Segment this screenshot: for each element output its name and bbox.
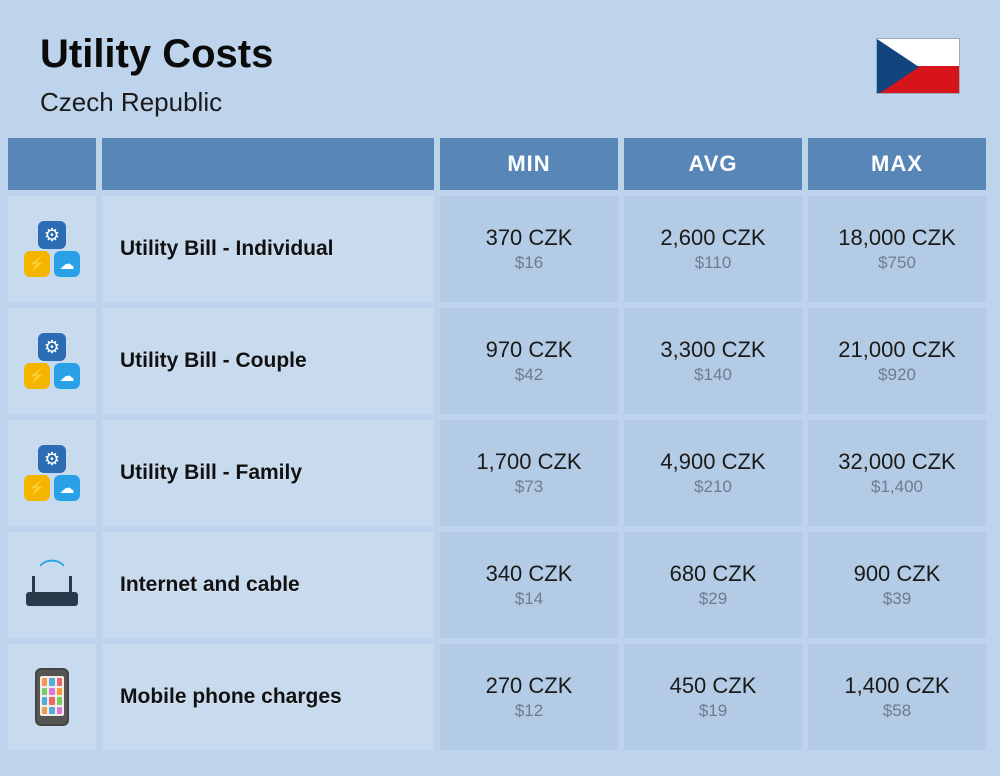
min-czk: 270 CZK: [486, 673, 573, 699]
page-subtitle: Czech Republic: [40, 87, 273, 118]
avg-czk: 4,900 CZK: [660, 449, 765, 475]
header-icon-cell: [8, 138, 96, 190]
table-row: Mobile phone charges270 CZK$12450 CZK$19…: [8, 644, 992, 750]
max-usd: $58: [883, 701, 911, 721]
max-usd: $920: [878, 365, 916, 385]
min-czk: 370 CZK: [486, 225, 573, 251]
row-label-cell: Utility Bill - Family: [102, 420, 434, 526]
table-row: Utility Bill - Individual370 CZK$162,600…: [8, 196, 992, 302]
row-label-cell: Internet and cable: [102, 532, 434, 638]
row-icon-cell: [8, 420, 96, 526]
min-usd: $16: [515, 253, 543, 273]
row-min-cell: 1,700 CZK$73: [440, 420, 618, 526]
row-label-cell: Mobile phone charges: [102, 644, 434, 750]
row-label: Utility Bill - Individual: [120, 237, 334, 261]
page-title: Utility Costs: [40, 32, 273, 77]
router-icon: ⌒: [22, 560, 82, 610]
row-max-cell: 1,400 CZK$58: [808, 644, 986, 750]
header-text: Utility Costs Czech Republic: [40, 32, 273, 118]
row-avg-cell: 3,300 CZK$140: [624, 308, 802, 414]
row-max-cell: 21,000 CZK$920: [808, 308, 986, 414]
row-label: Internet and cable: [120, 573, 300, 597]
utility-icon: [24, 221, 80, 277]
row-max-cell: 900 CZK$39: [808, 532, 986, 638]
row-label: Utility Bill - Couple: [120, 349, 307, 373]
avg-czk: 450 CZK: [670, 673, 757, 699]
cost-table: MIN AVG MAX Utility Bill - Individual 370…: [0, 138, 1000, 764]
row-min-cell: 370 CZK$16: [440, 196, 618, 302]
table-header-row: MIN AVG MAX: [8, 138, 992, 190]
utility-icon: [24, 333, 80, 389]
row-label: Utility Bill - Family: [120, 461, 302, 485]
avg-usd: $110: [695, 253, 732, 273]
min-usd: $73: [515, 477, 543, 497]
row-min-cell: 970 CZK$42: [440, 308, 618, 414]
min-usd: $14: [515, 589, 543, 609]
row-min-cell: 270 CZK$12: [440, 644, 618, 750]
max-usd: $750: [878, 253, 916, 273]
czech-flag-icon: [876, 38, 960, 94]
avg-usd: $19: [699, 701, 727, 721]
min-czk: 1,700 CZK: [476, 449, 581, 475]
avg-usd: $140: [694, 365, 732, 385]
utility-icon: [24, 445, 80, 501]
max-czk: 21,000 CZK: [838, 337, 955, 363]
avg-czk: 3,300 CZK: [660, 337, 765, 363]
avg-czk: 2,600 CZK: [660, 225, 765, 251]
table-row: ⌒Internet and cable340 CZK$14680 CZK$299…: [8, 532, 992, 638]
row-icon-cell: ⌒: [8, 532, 96, 638]
row-icon-cell: [8, 644, 96, 750]
row-avg-cell: 450 CZK$19: [624, 644, 802, 750]
max-czk: 18,000 CZK: [838, 225, 955, 251]
row-max-cell: 32,000 CZK$1,400: [808, 420, 986, 526]
min-usd: $42: [515, 365, 543, 385]
header-max: MAX: [808, 138, 986, 190]
avg-czk: 680 CZK: [670, 561, 757, 587]
max-usd: $1,400: [871, 477, 923, 497]
header-min: MIN: [440, 138, 618, 190]
max-czk: 1,400 CZK: [844, 673, 949, 699]
row-max-cell: 18,000 CZK$750: [808, 196, 986, 302]
row-label-cell: Utility Bill - Couple: [102, 308, 434, 414]
row-avg-cell: 680 CZK$29: [624, 532, 802, 638]
row-label-cell: Utility Bill - Individual: [102, 196, 434, 302]
avg-usd: $210: [694, 477, 732, 497]
row-avg-cell: 4,900 CZK$210: [624, 420, 802, 526]
row-avg-cell: 2,600 CZK$110: [624, 196, 802, 302]
table-row: Utility Bill - Family1,700 CZK$734,900 C…: [8, 420, 992, 526]
phone-icon: [35, 668, 69, 726]
row-min-cell: 340 CZK$14: [440, 532, 618, 638]
header-avg: AVG: [624, 138, 802, 190]
avg-usd: $29: [699, 589, 727, 609]
table-row: Utility Bill - Couple970 CZK$423,300 CZK…: [8, 308, 992, 414]
min-czk: 970 CZK: [486, 337, 573, 363]
row-icon-cell: [8, 196, 96, 302]
max-czk: 32,000 CZK: [838, 449, 955, 475]
max-czk: 900 CZK: [854, 561, 941, 587]
row-label: Mobile phone charges: [120, 685, 342, 709]
row-icon-cell: [8, 308, 96, 414]
min-usd: $12: [515, 701, 543, 721]
header: Utility Costs Czech Republic: [0, 0, 1000, 138]
max-usd: $39: [883, 589, 911, 609]
min-czk: 340 CZK: [486, 561, 573, 587]
header-label-cell: [102, 138, 434, 190]
